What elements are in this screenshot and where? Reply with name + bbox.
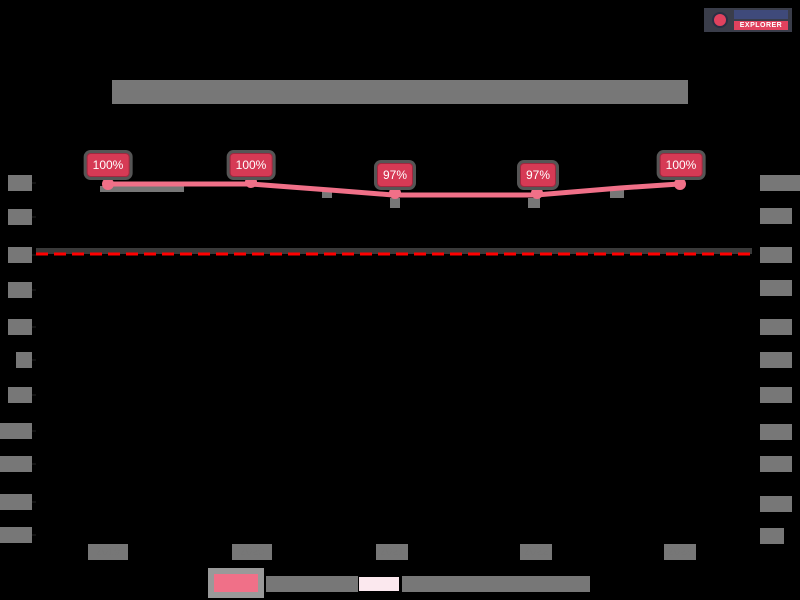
data-label: 100% [229, 153, 273, 177]
data-point[interactable] [674, 178, 686, 190]
logo-globe-icon [712, 12, 728, 28]
x-axis-label: 2019 [88, 544, 128, 560]
x-axis-label: 2022 [520, 544, 552, 560]
chart-title [112, 80, 688, 104]
reference-band [36, 248, 752, 254]
data-label: 97% [376, 163, 414, 187]
right-axis-tick-label [760, 247, 792, 263]
left-axis-tick-label [0, 527, 32, 543]
right-axis-tick-label [760, 208, 792, 224]
data-point[interactable] [389, 187, 401, 199]
data-label: 97% [519, 163, 557, 187]
data-label: 100% [659, 153, 703, 177]
x-axis-label: 2023 [664, 544, 696, 560]
left-axis-tick-label [0, 423, 32, 439]
legend-swatch-pink [214, 574, 258, 592]
right-axis-tick-label [760, 528, 784, 544]
data-point[interactable] [102, 178, 114, 190]
right-axis-tick-label [760, 424, 792, 440]
x-axis-label: 2020 [232, 544, 272, 560]
right-axis-tick-label [760, 496, 792, 512]
left-axis-tick-label [16, 352, 32, 368]
logo-top-text [734, 10, 788, 19]
right-axis-tick-label [760, 319, 792, 335]
series-markers [102, 176, 686, 199]
left-axis-tick-label [8, 282, 32, 298]
right-axis-tick-label [760, 352, 792, 368]
left-axis-tick-label [0, 494, 32, 510]
data-label: 100% [86, 153, 130, 177]
legend-label-series1 [266, 576, 358, 592]
legend-swatch-white[interactable] [358, 576, 400, 592]
right-axis-tick-label [760, 456, 792, 472]
left-axis-tick-label [8, 247, 32, 263]
legend-item-series1[interactable] [208, 568, 264, 598]
data-point[interactable] [245, 176, 257, 188]
left-axis-tick-label [0, 456, 32, 472]
data-point[interactable] [531, 187, 543, 199]
left-axis-ticks [32, 182, 36, 536]
left-axis-tick-label [8, 209, 32, 225]
logo-bottom-text: EXPLORER [734, 21, 788, 30]
left-axis-tick-label [8, 387, 32, 403]
x-axis-label: 2021 [376, 544, 408, 560]
right-axis-tick-label [760, 280, 792, 296]
left-axis-tick-label [8, 319, 32, 335]
line-shadow [100, 186, 624, 208]
brand-logo: EXPLORER [704, 8, 792, 32]
legend-label-series2 [402, 576, 590, 592]
right-axis-tick-label [760, 175, 800, 191]
right-axis-tick-label [760, 387, 792, 403]
left-axis-tick-label [8, 175, 32, 191]
